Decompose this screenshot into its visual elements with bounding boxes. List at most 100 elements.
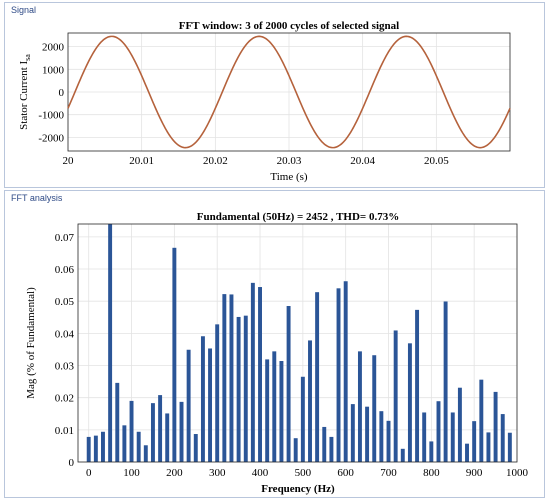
fft-y-tick-label: 0.07 bbox=[55, 232, 75, 244]
fft-plot-frame bbox=[77, 223, 518, 463]
fft-y-tick-label: 0.04 bbox=[55, 328, 75, 340]
fft-y-tick-label: 0 bbox=[69, 457, 75, 469]
signal-panel-label: Signal bbox=[11, 5, 37, 15]
fft-y-tick-label: 0.01 bbox=[55, 425, 74, 437]
fft-bar bbox=[400, 448, 405, 462]
fft-bar bbox=[422, 412, 427, 462]
fft-x-tick-label: 900 bbox=[466, 467, 483, 479]
fft-bar bbox=[150, 403, 155, 462]
fft-bar bbox=[372, 355, 377, 462]
signal-grid bbox=[67, 33, 510, 151]
fft-y-tick-label: 0.05 bbox=[55, 296, 75, 308]
signal-x-tick-label: 20.01 bbox=[129, 155, 154, 167]
signal-y-ticks: 2000 1000 0 -1000 -2000 bbox=[38, 42, 64, 145]
fft-bar bbox=[415, 309, 420, 462]
fft-bar bbox=[465, 443, 469, 462]
fft-bar bbox=[443, 301, 448, 462]
signal-y-tick-label: 0 bbox=[59, 87, 65, 99]
fft-bar bbox=[293, 438, 298, 462]
fft-bar bbox=[165, 413, 170, 462]
signal-x-tick-label: 20 bbox=[63, 155, 75, 167]
fft-analysis-panel: FFT analysis bbox=[4, 190, 545, 498]
fft-bar bbox=[350, 404, 355, 462]
fft-x-tick-label: 600 bbox=[337, 467, 354, 479]
fft-bar bbox=[429, 441, 434, 462]
fft-panel-label: FFT analysis bbox=[11, 193, 63, 203]
fft-bar bbox=[86, 436, 91, 462]
fft-x-tick-label: 100 bbox=[123, 467, 140, 479]
fft-bar bbox=[379, 411, 384, 462]
fft-bar bbox=[172, 247, 177, 462]
signal-x-tick-label: 20.02 bbox=[203, 155, 228, 167]
fft-bar bbox=[108, 224, 113, 462]
fft-bar bbox=[500, 414, 505, 462]
signal-x-tick-label: 20.03 bbox=[277, 155, 302, 167]
fft-bar bbox=[507, 432, 512, 462]
fft-bar bbox=[136, 431, 141, 462]
signal-x-ticks: 20 20.01 20.02 20.03 20.04 20.05 bbox=[63, 155, 450, 167]
signal-y-tick-label: 2000 bbox=[42, 42, 65, 54]
fft-bar bbox=[357, 351, 362, 462]
fft-bar bbox=[343, 281, 348, 462]
fft-bar bbox=[93, 435, 98, 462]
fft-bar bbox=[322, 426, 327, 462]
fft-bar bbox=[279, 361, 284, 462]
fft-bar bbox=[493, 391, 498, 462]
signal-chart-title: FFT window: 3 of 2000 cycles of selected… bbox=[179, 20, 399, 32]
fft-bar bbox=[193, 434, 198, 462]
fft-bar bbox=[286, 306, 291, 462]
fft-bar bbox=[472, 421, 477, 462]
fft-bar bbox=[308, 340, 312, 462]
signal-chart: 2000 1000 0 -1000 -2000 20 20.01 20.02 20.03 20.… bbox=[18, 20, 511, 183]
fft-bar bbox=[315, 292, 320, 462]
fft-x-ticks: 0 100 200 300 400 500 600 700 800 900 1000 bbox=[86, 467, 529, 479]
fft-bar bbox=[336, 288, 341, 462]
signal-y-axis-label: Stator Current Isa bbox=[18, 54, 32, 130]
fft-bar bbox=[143, 445, 148, 462]
fft-x-tick-label: 400 bbox=[252, 467, 269, 479]
fft-y-tick-label: 0.06 bbox=[55, 264, 75, 276]
signal-plot-frame bbox=[67, 32, 511, 152]
fft-bar bbox=[115, 382, 120, 462]
fft-chart: 0 0.01 0.02 0.03 0.04 0.05 0.06 0.07 0 100 200 300… bbox=[25, 211, 529, 495]
fft-y-ticks: 0 0.01 0.02 0.03 0.04 0.05 0.06 0.07 bbox=[55, 232, 75, 469]
fft-bar bbox=[243, 315, 248, 462]
fft-bar bbox=[179, 401, 184, 462]
fft-bar bbox=[258, 287, 262, 462]
fft-bar bbox=[265, 359, 270, 462]
signal-y-axis-label-sub: sa bbox=[23, 54, 32, 61]
fft-x-tick-label: 1000 bbox=[506, 467, 529, 479]
fft-x-tick-label: 200 bbox=[166, 467, 183, 479]
fft-bar bbox=[222, 294, 227, 462]
fft-bar bbox=[479, 379, 484, 462]
fft-bar bbox=[365, 406, 370, 462]
fft-x-tick-label: 0 bbox=[86, 467, 92, 479]
fft-bar bbox=[407, 343, 412, 462]
fft-bar bbox=[186, 349, 191, 462]
fft-bar bbox=[486, 432, 491, 462]
fft-bar bbox=[300, 376, 305, 462]
fft-bar bbox=[236, 316, 241, 462]
fft-bar bbox=[208, 348, 213, 462]
fft-y-tick-label: 0.03 bbox=[55, 361, 75, 373]
fft-x-tick-label: 700 bbox=[380, 467, 397, 479]
fft-bar bbox=[215, 324, 220, 462]
fft-bar bbox=[329, 436, 334, 462]
fft-bar bbox=[229, 294, 234, 462]
fft-x-tick-label: 500 bbox=[295, 467, 312, 479]
fft-bar bbox=[436, 401, 441, 462]
signal-y-tick-label: -2000 bbox=[38, 132, 64, 144]
fft-bar bbox=[393, 330, 398, 462]
signal-x-axis-label: Time (s) bbox=[270, 171, 308, 183]
fft-x-axis-label: Frequency (Hz) bbox=[261, 483, 335, 495]
fft-x-tick-label: 800 bbox=[423, 467, 440, 479]
fft-bar bbox=[250, 282, 255, 462]
signal-x-tick-label: 20.05 bbox=[424, 155, 449, 167]
fft-y-axis-label: Mag (% of Fundamental) bbox=[25, 287, 37, 399]
fft-bar bbox=[101, 431, 105, 462]
fft-y-tick-label: 0.02 bbox=[55, 393, 74, 405]
signal-y-tick-label: -1000 bbox=[38, 110, 64, 122]
fft-bar bbox=[200, 336, 205, 462]
fft-bar bbox=[450, 412, 455, 462]
